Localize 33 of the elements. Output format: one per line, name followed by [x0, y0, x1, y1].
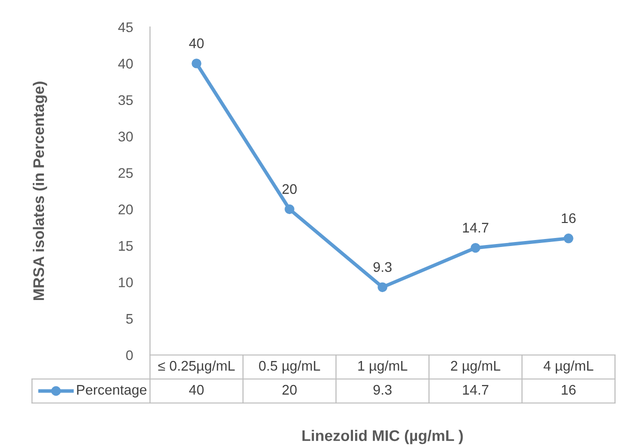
data-label: 9.3	[374, 384, 392, 395]
annotation: 16	[562, 213, 576, 224]
y-tick-label: 20	[118, 204, 133, 214]
y-tick-label: 35	[118, 95, 133, 106]
data-label: 16	[562, 384, 576, 395]
annotation: 20	[282, 184, 297, 194]
legend-label: Percentage	[77, 385, 146, 398]
y-tick-label: 30	[118, 132, 133, 142]
data-label: 20	[282, 384, 297, 395]
annotation: 40	[189, 38, 204, 48]
x-tick-label: 4 µg/mL	[544, 360, 594, 374]
x-tick-label: 1 µg/mL	[358, 360, 408, 374]
data-label: 14.7	[463, 385, 488, 395]
y-tick-label: 5	[126, 314, 133, 324]
point	[192, 58, 202, 68]
y-tick-label: 45	[118, 22, 133, 32]
point	[470, 242, 480, 253]
x-axis-title: Linezolid MIC (µg/mL )	[302, 430, 463, 444]
y-axis-title: MRSA isolates (in Percentage)	[32, 82, 48, 300]
y-tick-label: 15	[118, 241, 133, 251]
y-tick-label: 10	[118, 277, 133, 288]
data-label: 40	[189, 384, 204, 395]
y-tick-label: 0	[126, 350, 133, 360]
x-tick-label: 2 µg/mL	[450, 360, 500, 374]
x-tick-label: 0.5 µg/mL	[259, 360, 320, 374]
annotation: 9.3	[374, 262, 392, 272]
annotation: 14.7	[463, 222, 488, 232]
point	[284, 204, 294, 214]
x-tick-label: ≤ 0.25µg/mL	[158, 360, 235, 374]
y-tick-label: 40	[118, 58, 133, 69]
y-tick-label: 25	[118, 168, 133, 178]
point	[564, 234, 574, 244]
point	[378, 282, 388, 292]
